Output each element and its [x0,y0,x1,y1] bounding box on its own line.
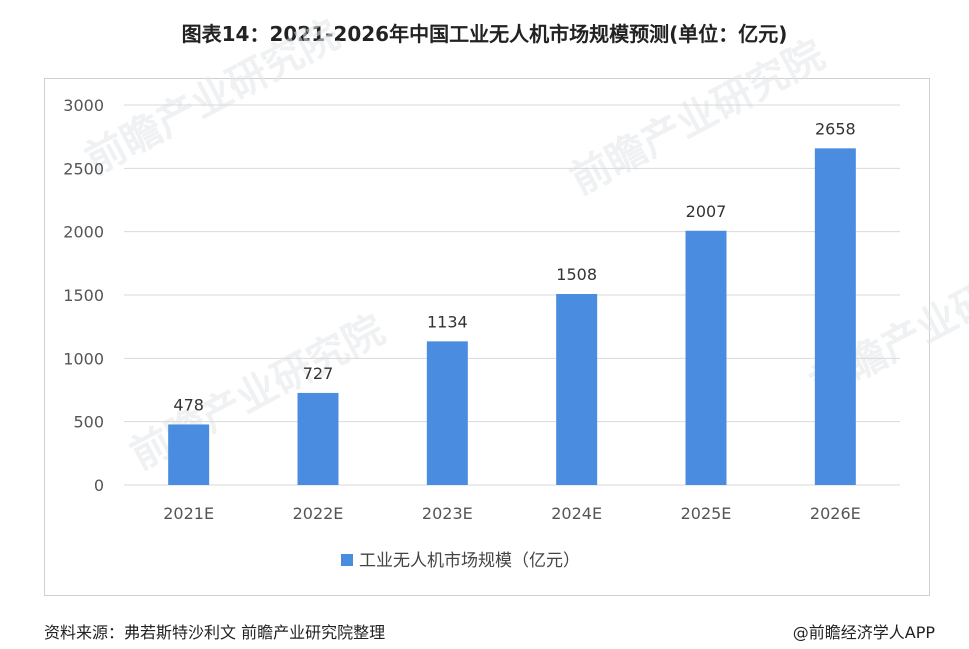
bars [168,148,856,485]
bar [297,392,339,485]
legend: 工业无人机市场规模（亿元） [341,551,580,571]
legend-swatch [341,554,353,566]
source-note: 资料来源：弗若斯特沙利文 前瞻产业研究院整理 [44,623,386,642]
watermark-text: 前瞻产业研究院 [563,32,832,204]
data-labels: 478 727 1134 1508 2007 2658 [173,119,855,414]
data-label: 478 [173,395,204,414]
data-label: 1508 [556,265,597,284]
watermark-text: 前瞻产业研究院 [123,307,392,479]
y-axis-ticks: 0 500 1000 1500 2000 2500 3000 [63,96,104,495]
chart-frame [44,78,930,596]
bar [685,230,727,485]
x-tick-label: 2024E [551,504,602,523]
bar [168,424,210,485]
grid-lines [124,104,900,486]
data-label: 1134 [427,312,468,331]
x-tick-label: 2021E [163,504,214,523]
watermark-text: 前瞻产业研究院 [78,12,347,184]
data-label: 727 [303,364,334,383]
bar [556,293,598,485]
y-tick-label: 1500 [63,286,104,305]
x-tick-label: 2023E [422,504,473,523]
bar [426,341,468,485]
y-tick-label: 500 [73,413,104,432]
legend-label: 工业无人机市场规模（亿元） [359,551,580,571]
y-tick-label: 1000 [63,349,104,368]
data-label: 2658 [815,119,856,138]
credit-note: @前瞻经济学人APP [792,623,935,642]
x-tick-label: 2026E [810,504,861,523]
y-tick-label: 3000 [63,96,104,115]
data-label: 2007 [686,202,727,221]
x-tick-label: 2022E [293,504,344,523]
x-axis-ticks: 2021E 2022E 2023E 2024E 2025E 2026E [163,504,860,523]
bar [814,148,856,485]
y-tick-label: 0 [94,476,104,495]
y-tick-label: 2500 [63,159,104,178]
chart-title: 图表14：2021-2026年中国工业无人机市场规模预测(单位：亿元) [181,22,788,46]
y-tick-label: 2000 [63,223,104,242]
x-tick-label: 2025E [681,504,732,523]
